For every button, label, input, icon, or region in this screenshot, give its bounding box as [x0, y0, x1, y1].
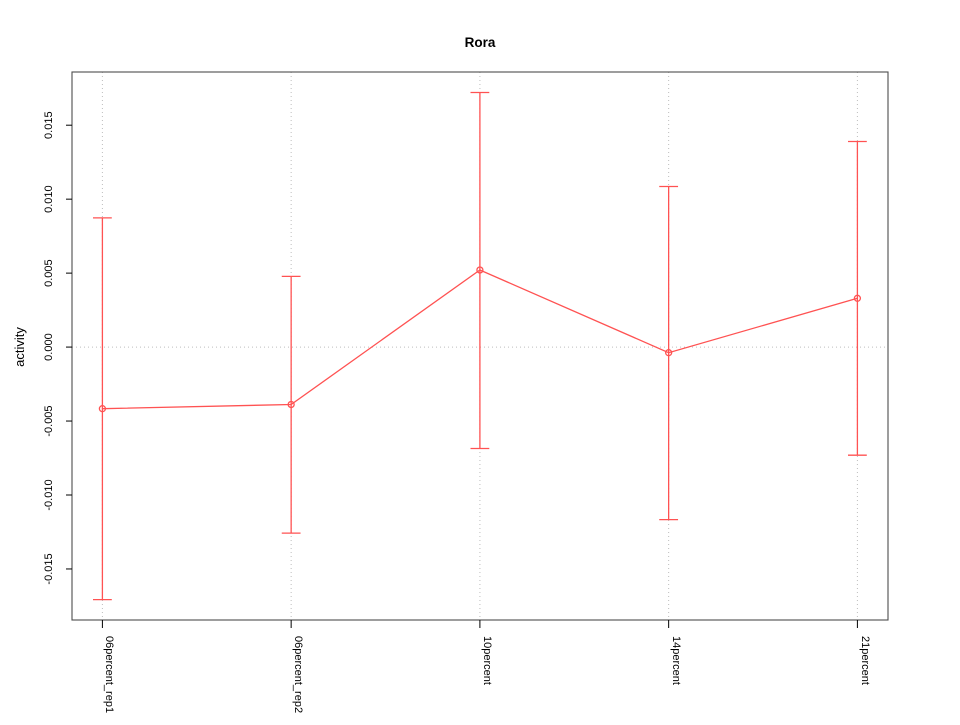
svg-text:21percent: 21percent: [859, 636, 871, 685]
svg-text:0.000: 0.000: [43, 333, 55, 361]
svg-text:-0.005: -0.005: [43, 405, 55, 436]
svg-text:0.015: 0.015: [43, 111, 55, 139]
svg-text:-0.010: -0.010: [43, 479, 55, 510]
svg-text:Rora: Rora: [465, 35, 496, 50]
svg-text:0.005: 0.005: [43, 259, 55, 287]
svg-text:activity: activity: [12, 327, 27, 367]
svg-text:06percent_rep1: 06percent_rep1: [103, 636, 115, 713]
svg-text:06percent_rep2: 06percent_rep2: [292, 636, 304, 713]
svg-text:10percent: 10percent: [481, 636, 493, 685]
svg-text:0.010: 0.010: [43, 185, 55, 213]
svg-text:14percent: 14percent: [670, 636, 682, 685]
svg-text:-0.015: -0.015: [43, 553, 55, 584]
